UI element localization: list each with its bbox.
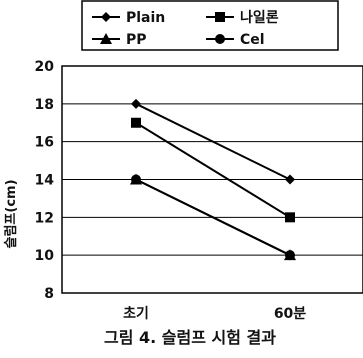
legend-label: 나일론 bbox=[240, 10, 279, 26]
legend-label: Plain bbox=[126, 10, 165, 26]
chart-caption: 그림 4. 슬럼프 시험 결과 bbox=[104, 328, 276, 347]
legend: Plain 나일론 PP Cel bbox=[81, 0, 339, 51]
y-axis-title: 슬럼프(cm) bbox=[4, 179, 19, 248]
y-tick-label: 18 bbox=[35, 97, 54, 113]
y-tick-label: 8 bbox=[44, 286, 54, 302]
data-point bbox=[131, 117, 141, 128]
y-tick-label: 10 bbox=[35, 248, 55, 264]
y-tick-label: 14 bbox=[35, 173, 55, 189]
data-point bbox=[285, 174, 295, 185]
y-tick-label: 12 bbox=[35, 210, 54, 226]
plot-area: 8 10 12 14 16 18 20 초기 60분 bbox=[35, 59, 363, 322]
legend-label: Cel bbox=[240, 32, 265, 48]
x-tick-label: 초기 bbox=[123, 306, 149, 322]
series-line bbox=[135, 102, 291, 181]
legend-frame bbox=[81, 0, 339, 51]
data-point bbox=[131, 98, 141, 109]
y-tick-label: 16 bbox=[35, 135, 54, 151]
data-point bbox=[285, 212, 295, 223]
data-point bbox=[285, 250, 295, 261]
legend-marker bbox=[215, 12, 225, 22]
y-tick-label: 20 bbox=[35, 59, 55, 75]
data-point bbox=[131, 174, 141, 185]
legend-marker bbox=[215, 34, 225, 44]
legend-marker bbox=[100, 33, 112, 44]
series-line bbox=[135, 121, 291, 219]
series-line bbox=[135, 178, 291, 257]
x-tick-label: 60분 bbox=[274, 306, 306, 322]
legend-marker bbox=[101, 12, 111, 22]
legend-label: PP bbox=[126, 32, 147, 48]
